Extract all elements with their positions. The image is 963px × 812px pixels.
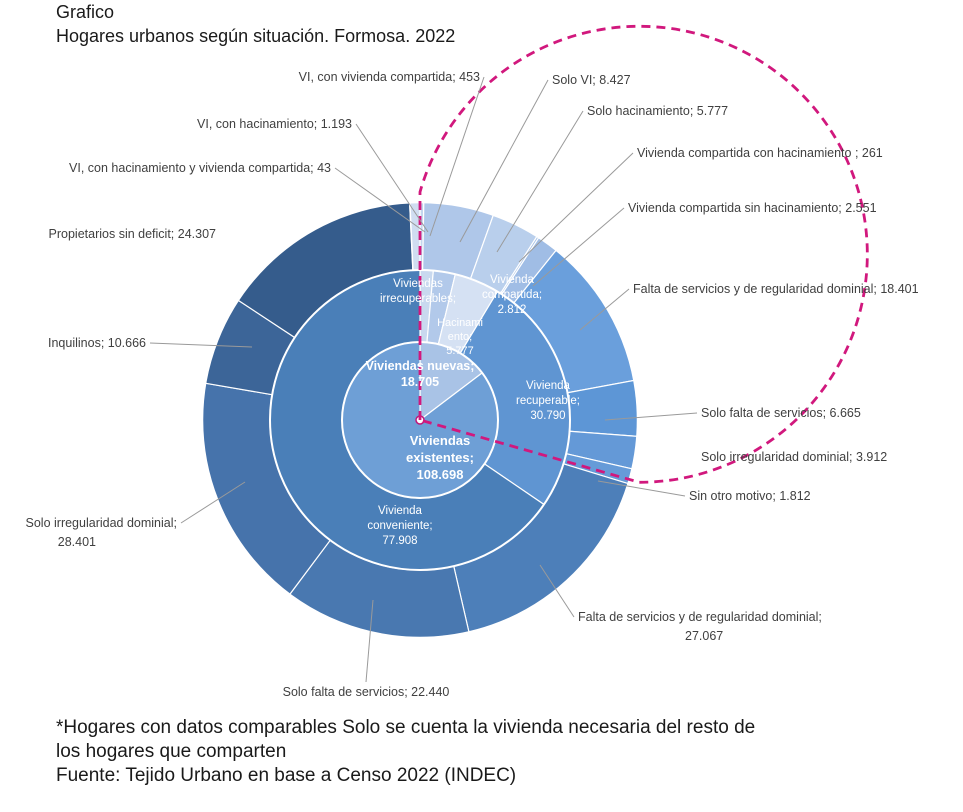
sunburst-chart: VI, con vivienda compartida; 453 Solo VI;… (26, 24, 919, 699)
callout-label: Solo hacinamiento; 5.777 (587, 104, 728, 118)
leader-lines (149, 76, 698, 683)
segment-labels: Viviendas nuevas; 18.705 Viviendas existent… (366, 274, 580, 547)
leader-line (429, 76, 485, 237)
label-vivienda-recuperable: Vivienda recuperable; 30.790 (516, 380, 580, 422)
leader-line (597, 480, 686, 497)
callout-label: Vivienda compartida con hacinamiento ; 2… (637, 146, 883, 160)
label-hacinamiento: Hacinami ento; 5.777 (437, 317, 483, 357)
callout-label: Propietarios sin deficit; 24.307 (49, 227, 217, 241)
callout-label: Falta de servicios y de regularidad domi… (633, 282, 919, 296)
chart-heading: Grafico Hogares urbanos según situación.… (56, 0, 455, 48)
callout-label: 27.067 (685, 629, 723, 643)
leader-line (355, 123, 429, 233)
label-vivienda-conveniente: Vivienda conveniente; 77.908 (367, 505, 432, 547)
leader-line (180, 481, 246, 524)
leader-line (496, 110, 584, 253)
label-viviendas-irrecuperables: Viviendas irrecuperables; (380, 278, 456, 305)
label-viviendas-nuevas: Viviendas nuevas; 18.705 (366, 359, 475, 389)
callout-label: 28.401 (58, 535, 96, 549)
leader-line (539, 564, 575, 618)
label-viviendas-existentes: Viviendas existentes; 108.698 (406, 433, 474, 482)
callout-label: Solo VI; 8.427 (552, 73, 631, 87)
callout-label: Solo falta de servicios; 6.665 (701, 406, 861, 420)
source-note: Fuente: Tejido Urbano en base a Censo 20… (56, 765, 517, 786)
callout-label: VI, con vivienda compartida; 453 (299, 70, 480, 84)
chart-footer: *Hogares con datos comparables Solo se c… (56, 716, 936, 788)
chart-kicker: Grafico (56, 2, 115, 22)
callout-label: VI, con hacinamiento y vivienda comparti… (69, 161, 331, 175)
callout-label: Solo irregularidad dominial; 3.912 (701, 450, 887, 464)
chart-title: Hogares urbanos según situación. Formosa… (56, 26, 456, 46)
footnote-line-2: los hogares que comparten (56, 741, 287, 762)
callout-label: Solo falta de servicios; 22.440 (283, 685, 450, 699)
callout-label: Vivienda compartida sin hacinamiento; 2.… (628, 201, 877, 215)
callout-label: Sin otro motivo; 1.812 (689, 489, 811, 503)
footnote-line-1: *Hogares con datos comparables Solo se c… (56, 717, 756, 738)
callout-labels: VI, con vivienda compartida; 453 Solo VI;… (26, 70, 919, 699)
label-vivienda-compartida: Vivienda compartida; 2.812 (482, 274, 542, 316)
callout-label: Solo irregularidad dominial; (26, 516, 177, 530)
callout-label: Inquilinos; 10.666 (48, 336, 146, 350)
highlight-dashed-outline (418, 24, 869, 484)
leader-line (334, 167, 426, 233)
leader-line (604, 412, 698, 421)
highlight-outline (418, 24, 869, 484)
callout-label: Falta de servicios y de regularidad domi… (578, 610, 822, 624)
leader-line (365, 599, 374, 683)
leader-line (532, 207, 625, 287)
leader-line (518, 152, 634, 263)
leader-line (579, 288, 630, 331)
leader-line (149, 342, 253, 348)
callout-label: VI, con hacinamiento; 1.193 (197, 117, 352, 131)
leader-line (459, 79, 549, 243)
